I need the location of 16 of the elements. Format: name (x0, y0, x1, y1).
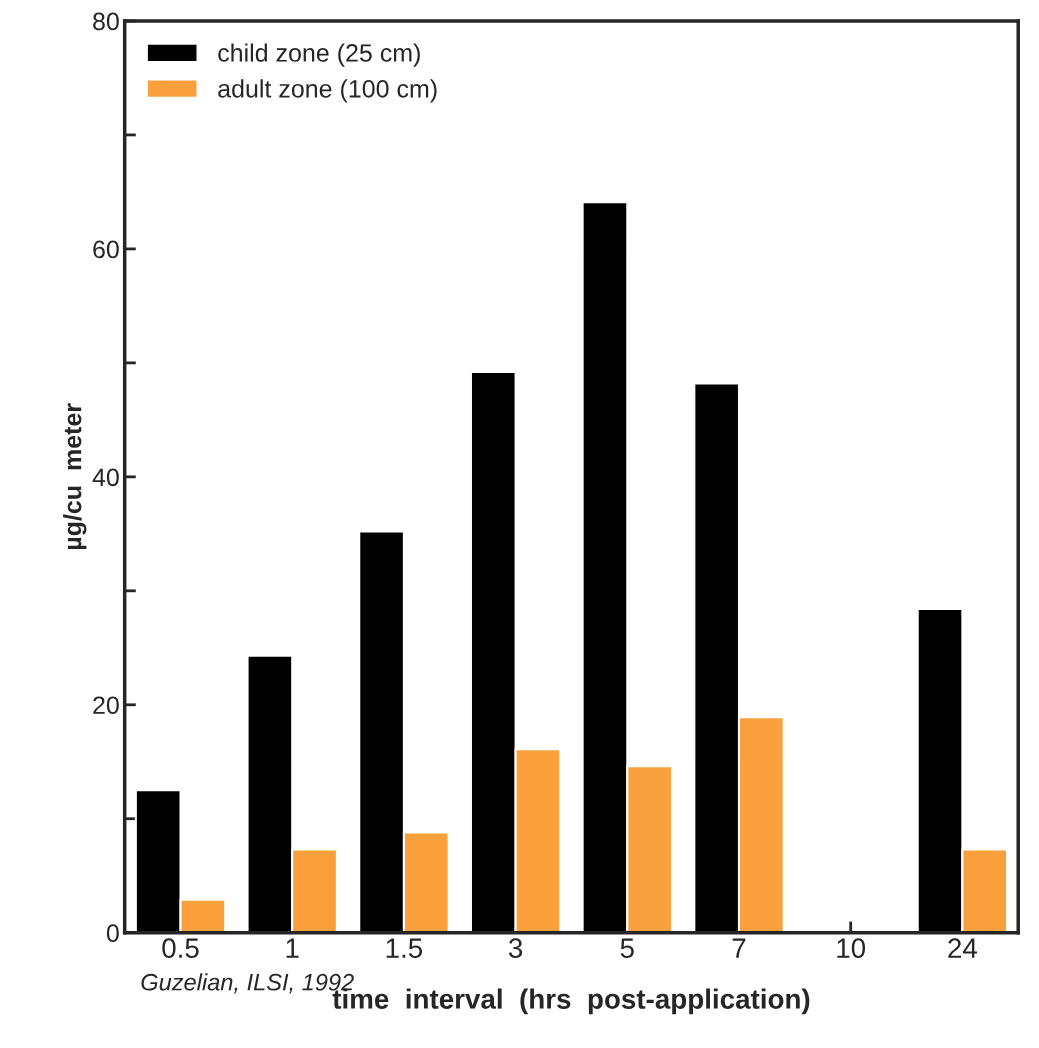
legend-label: adult zone (100 cm) (218, 79, 437, 103)
legend-label: child zone (25 cm) (218, 43, 420, 67)
y-tick-label: 80 (93, 12, 119, 31)
x-tick-label: 0.5 (162, 938, 199, 958)
x-tick-label: 3 (508, 938, 523, 958)
y-axis-title: µg/cu meter (63, 403, 87, 550)
x-tick-label: 5 (620, 938, 634, 958)
x-tick-label: 10 (837, 938, 866, 958)
y-tick-label: 60 (93, 240, 119, 259)
x-tick-label: 1 (286, 938, 299, 958)
x-tick-label: 7 (732, 938, 746, 958)
y-tick-label: 40 (92, 468, 119, 487)
y-tick-label: 0 (106, 924, 119, 943)
y-tick-label: 20 (93, 696, 119, 715)
x-tick-label: 24 (948, 938, 978, 958)
x-tick-label: 1.5 (386, 938, 423, 958)
